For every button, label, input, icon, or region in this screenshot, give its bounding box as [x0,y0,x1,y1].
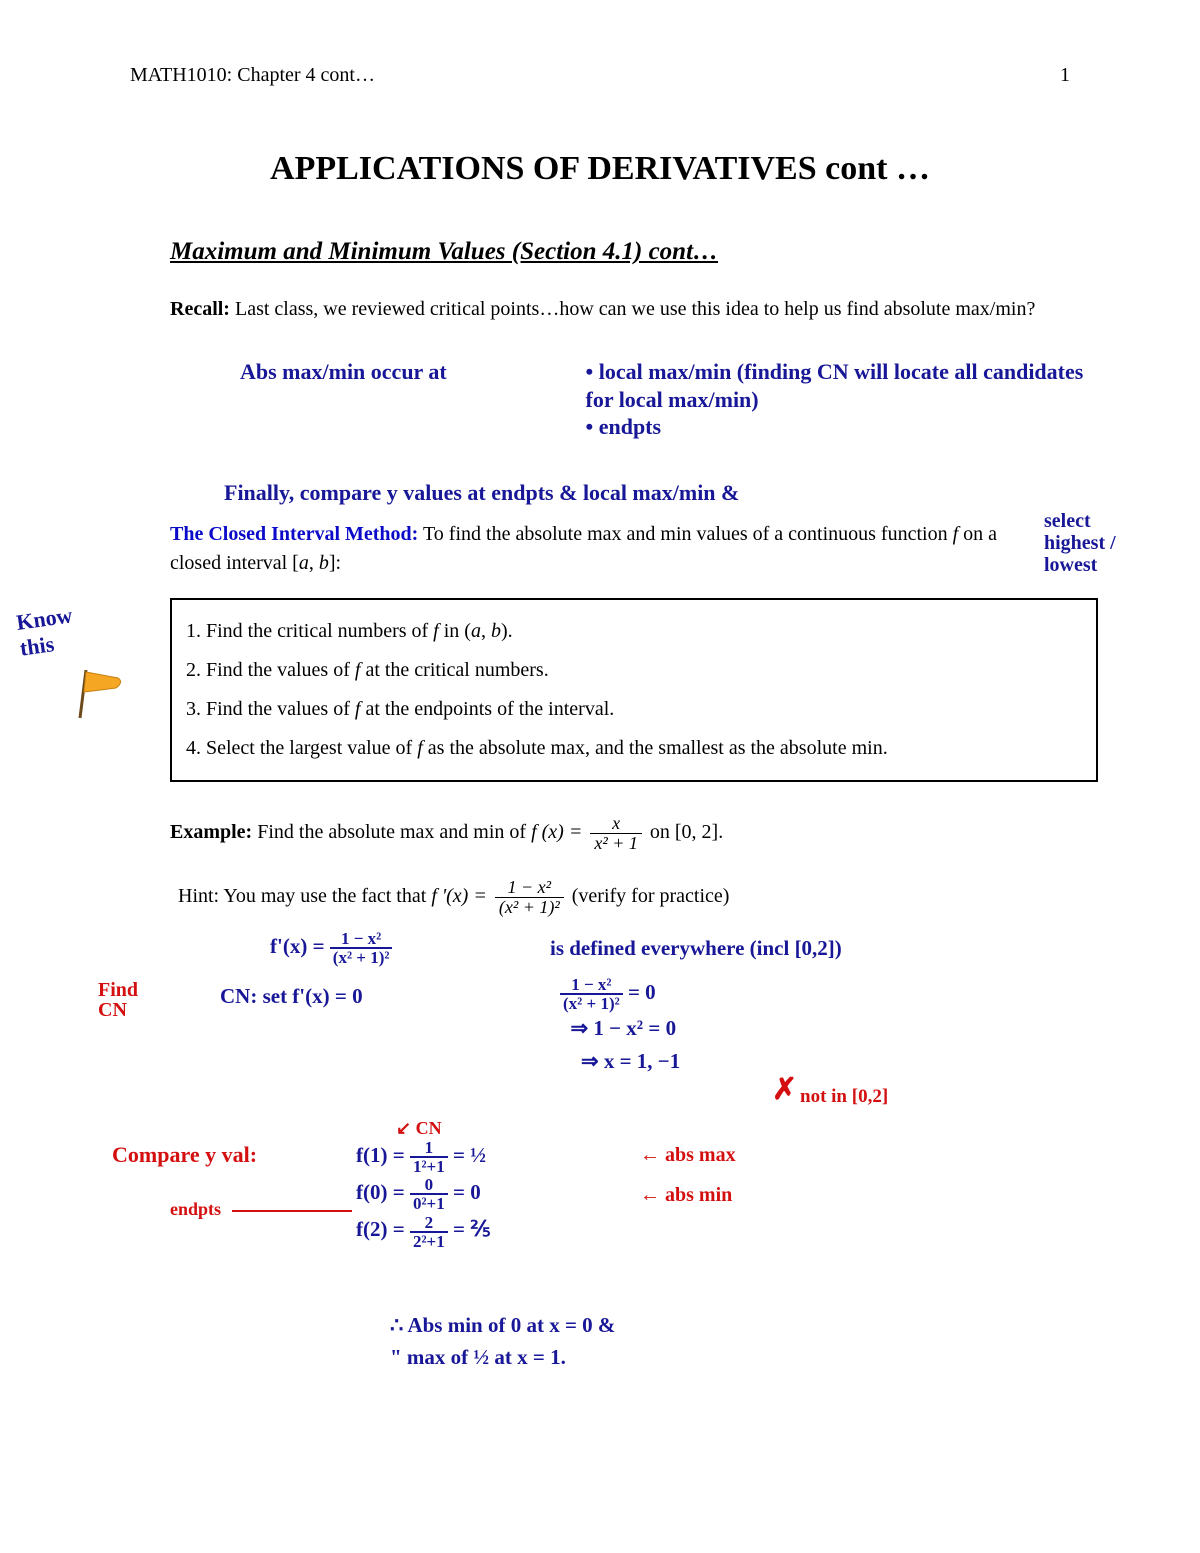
annotation-finally: Finally, compare y values at endpts & lo… [224,480,1094,506]
work-fprime: f'(x) = 1 − x² (x² + 1)² [270,930,392,966]
step-4: 4. Select the largest value of f as the … [186,729,1082,768]
work-cn-set: CN: set f'(x) = 0 [220,984,363,1009]
annotation-find-cn: Find CN [98,980,138,1020]
annotation-know-this: Know this [15,602,78,661]
annotation-cn-arrow: ↙ CN [396,1118,442,1139]
work-f0: f(0) = 00²+1 = 0 [356,1175,491,1212]
flag-icon [72,664,132,724]
step-3: 3. Find the values of f at the endpoints… [186,690,1082,729]
endpts-underline [232,1210,352,1212]
cross-icon: ✗ [772,1072,797,1107]
header-course: MATH1010: Chapter 4 cont… [130,64,375,87]
step-1: 1. Find the critical numbers of f in (a,… [186,612,1082,651]
page-title: APPLICATIONS OF DERIVATIVES cont … [0,150,1200,188]
hint-lead: Hint: You may use the fact that [178,885,431,907]
section-title: Maximum and Minimum Values (Section 4.1)… [170,238,718,266]
annotation-abs-min: ← abs min [640,1184,732,1207]
step-2: 2. Find the values of f at the critical … [186,651,1082,690]
annotation-occur-lead: Abs max/min occur at [240,358,580,386]
work-defined: is defined everywhere (incl [0,2]) [550,936,842,961]
closed-interval-method: The Closed Interval Method: To find the … [170,520,1030,578]
work-values: f(1) = 11²+1 = ½ f(0) = 00²+1 = 0 f(2) =… [356,1138,491,1250]
work-cn-frac: 1 − x² (x² + 1)² [560,976,623,1012]
cim-b: b [319,552,329,574]
annotation-occur-items: • local max/min (finding CN will locate … [586,358,1106,441]
annotation-not-in: not in [0,2] [800,1086,888,1108]
work-cn-solve: 1 − x² (x² + 1)² = 0 ⇒ 1 − x² = 0 ⇒ x = … [560,976,680,1077]
hint-fraction: 1 − x² (x² + 1)² [495,878,564,917]
example-text1: Find the absolute max and min of [257,821,531,843]
example: Example: Find the absolute max and min o… [170,814,1070,853]
recall-label: Recall: [170,298,230,320]
hint-tail: (verify for practice) [572,885,730,907]
work-f2: f(2) = 22²+1 = ⅖ [356,1212,491,1249]
hint: Hint: You may use the fact that f '(x) =… [178,878,1078,917]
annotation-compare: Compare y val: [112,1142,257,1168]
work-conclusion: ∴ Abs min of 0 at x = 0 & " max of ½ at … [390,1310,615,1373]
recall-text: Last class, we reviewed critical points…… [235,298,1035,320]
cim-text1: To find the absolute max and min values … [423,523,953,545]
work-f1: f(1) = 11²+1 = ½ [356,1138,491,1175]
work-fprime-frac: 1 − x² (x² + 1)² [330,930,393,966]
cim-label: The Closed Interval Method: [170,523,418,545]
header-page: 1 [1060,64,1070,87]
page: MATH1010: Chapter 4 cont… 1 APPLICATIONS… [0,0,1200,1553]
example-fraction: x x² + 1 [590,814,642,853]
cim-text3: ]: [329,552,341,574]
example-fx: f (x) = [531,821,582,843]
annotation-abs-max: ← abs max [640,1144,736,1167]
recall-block: Recall: Last class, we reviewed critical… [170,296,1060,323]
annotation-endpts: endpts [170,1199,221,1220]
example-text2: on [0, 2]. [650,821,723,843]
cim-comma: , [309,552,319,574]
hint-fpx: f '(x) = [431,885,487,907]
cim-a: a [299,552,309,574]
method-box: 1. Find the critical numbers of f in (a,… [170,598,1098,782]
annotation-select: select highest / lowest [1044,510,1116,576]
annotation-occur: Abs max/min occur at • local max/min (fi… [240,358,1140,441]
example-label: Example: [170,821,252,843]
